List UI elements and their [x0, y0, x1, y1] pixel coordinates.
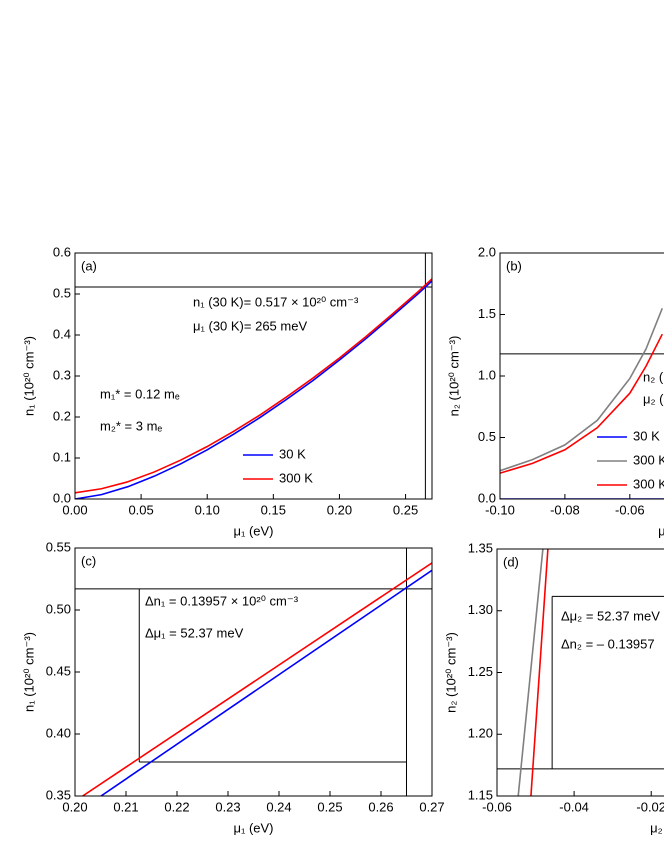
y-tick-label: 0.3	[53, 367, 71, 382]
plot-area	[75, 253, 432, 499]
plot-frame	[74, 547, 433, 797]
annotation: m₂* = 3 mₑ	[100, 418, 162, 433]
y-tick-label: 1.25	[468, 664, 493, 679]
legend-label: 30 K	[279, 446, 306, 461]
data-line	[100, 569, 432, 796]
data-line	[82, 562, 432, 796]
x-tick-label: 0.15	[261, 502, 286, 517]
plot-area	[75, 548, 432, 796]
x-tick-label: 0.22	[164, 799, 189, 814]
y-tick-label: 0.35	[46, 787, 71, 802]
panel-label: (a)	[81, 258, 97, 273]
x-tick-label: 0.20	[62, 799, 87, 814]
y-tick-label: 0.50	[46, 601, 71, 616]
x-tick-label: -0.06	[615, 502, 645, 517]
x-axis-label: μ₁ (eV)	[233, 820, 273, 835]
annotation: μ₁ (30 K)= 265 meV	[193, 318, 307, 333]
x-tick-label: 0.20	[327, 502, 352, 517]
x-tick-label: 0.25	[393, 502, 418, 517]
x-tick-label: -0.04	[559, 799, 589, 814]
x-tick-label: -0.02	[636, 799, 664, 814]
y-tick-label: 1.35	[468, 540, 493, 555]
legend-label: 300 K	[279, 470, 313, 485]
annotation: Δn₁ = 0.13957 × 10²⁰ cm⁻³	[145, 593, 299, 608]
legend-label: 300 K	[633, 452, 664, 467]
annotation: n₂ (	[643, 369, 664, 384]
y-tick-label: 0.5	[478, 429, 496, 444]
y-tick-label: 0.55	[46, 539, 71, 554]
x-tick-label: -0.08	[550, 502, 580, 517]
y-tick-label: 0.0	[478, 490, 496, 505]
annotation: m₁* = 0.12 mₑ	[100, 386, 180, 401]
y-tick-label: 0.0	[53, 490, 71, 505]
y-tick-label: 0.1	[53, 449, 71, 464]
panel: 0.00 0.05 0.10 0.15 0.20 0.25 0.0 0.1 0.2 0.3 0.4 0…	[21, 244, 433, 538]
x-tick-label: 0.23	[215, 799, 240, 814]
y-axis-label: n₂ (10²⁰ cm⁻³)	[443, 632, 458, 713]
annotation: Δμ₂ = 52.37 meV	[561, 608, 660, 623]
legend-label: 30 K	[633, 428, 660, 443]
annotation: n₁ (30 K)= 0.517 × 10²⁰ cm⁻³	[193, 294, 359, 309]
annotation: μ₂ (	[643, 391, 664, 406]
data-line	[517, 549, 544, 796]
plot-area	[500, 308, 664, 499]
y-axis-label: n₁ (10²⁰ cm⁻³)	[21, 632, 36, 712]
plot-frame	[74, 252, 433, 500]
x-tick-label: 0.10	[195, 502, 220, 517]
annotation: Δμ₁ = 52.37 meV	[145, 625, 244, 640]
x-axis-label: μ₂ (eV)	[650, 820, 664, 835]
y-tick-label: 1.30	[468, 602, 493, 617]
y-axis-label: n₁ (10²⁰ cm⁻³)	[21, 336, 36, 416]
x-tick-label: 0.21	[113, 799, 138, 814]
x-tick-label: -0.06	[482, 799, 512, 814]
annotation: Δn₂ = – 0.13957	[561, 636, 655, 651]
x-tick-label: 0.05	[128, 502, 153, 517]
data-line	[500, 308, 664, 472]
panel: -0.06 -0.04 -0.02 1.15 1.20 1.25 1.30 1.35 (d) μ₂…	[443, 540, 664, 835]
panel: 0.20 0.21 0.22 0.23 0.24 0.25 0.26 0.27 0.35 0.40…	[21, 539, 444, 835]
y-tick-label: 1.20	[468, 726, 493, 741]
panel-label: (b)	[506, 258, 522, 273]
y-tick-label: 0.6	[53, 244, 71, 259]
x-axis-label: μ₁ (eV)	[233, 523, 273, 538]
x-tick-label: 0.27	[419, 799, 444, 814]
y-tick-label: 0.40	[46, 725, 71, 740]
y-tick-label: 1.5	[478, 306, 496, 321]
x-tick-label: -0.10	[485, 502, 515, 517]
x-tick-label: 0.26	[368, 799, 393, 814]
panel: -0.10 -0.08 -0.06 0.0 0.5 1.0 1.5 2.0 (b) μ₂ (eV)…	[446, 244, 664, 538]
legend-label: 300 K	[633, 476, 664, 491]
plot-area	[497, 549, 664, 796]
y-axis-label: n₂ (10²⁰ cm⁻³)	[446, 336, 461, 417]
data-line	[500, 333, 663, 474]
panel-label: (c)	[81, 553, 96, 568]
y-tick-label: 0.45	[46, 663, 71, 678]
data-line	[75, 280, 432, 499]
y-tick-label: 1.0	[478, 367, 496, 382]
panel-label: (d)	[503, 554, 519, 569]
x-tick-label: 0.24	[266, 799, 291, 814]
y-tick-label: 2.0	[478, 244, 496, 259]
data-line	[75, 278, 432, 494]
y-tick-label: 1.15	[468, 787, 493, 802]
x-axis-label: μ₂ (eV)	[658, 523, 664, 538]
data-line	[530, 549, 549, 796]
x-tick-label: 0.00	[62, 502, 87, 517]
x-tick-label: 0.25	[317, 799, 342, 814]
y-tick-label: 0.2	[53, 408, 71, 423]
y-tick-label: 0.4	[53, 326, 71, 341]
y-tick-label: 0.5	[53, 285, 71, 300]
